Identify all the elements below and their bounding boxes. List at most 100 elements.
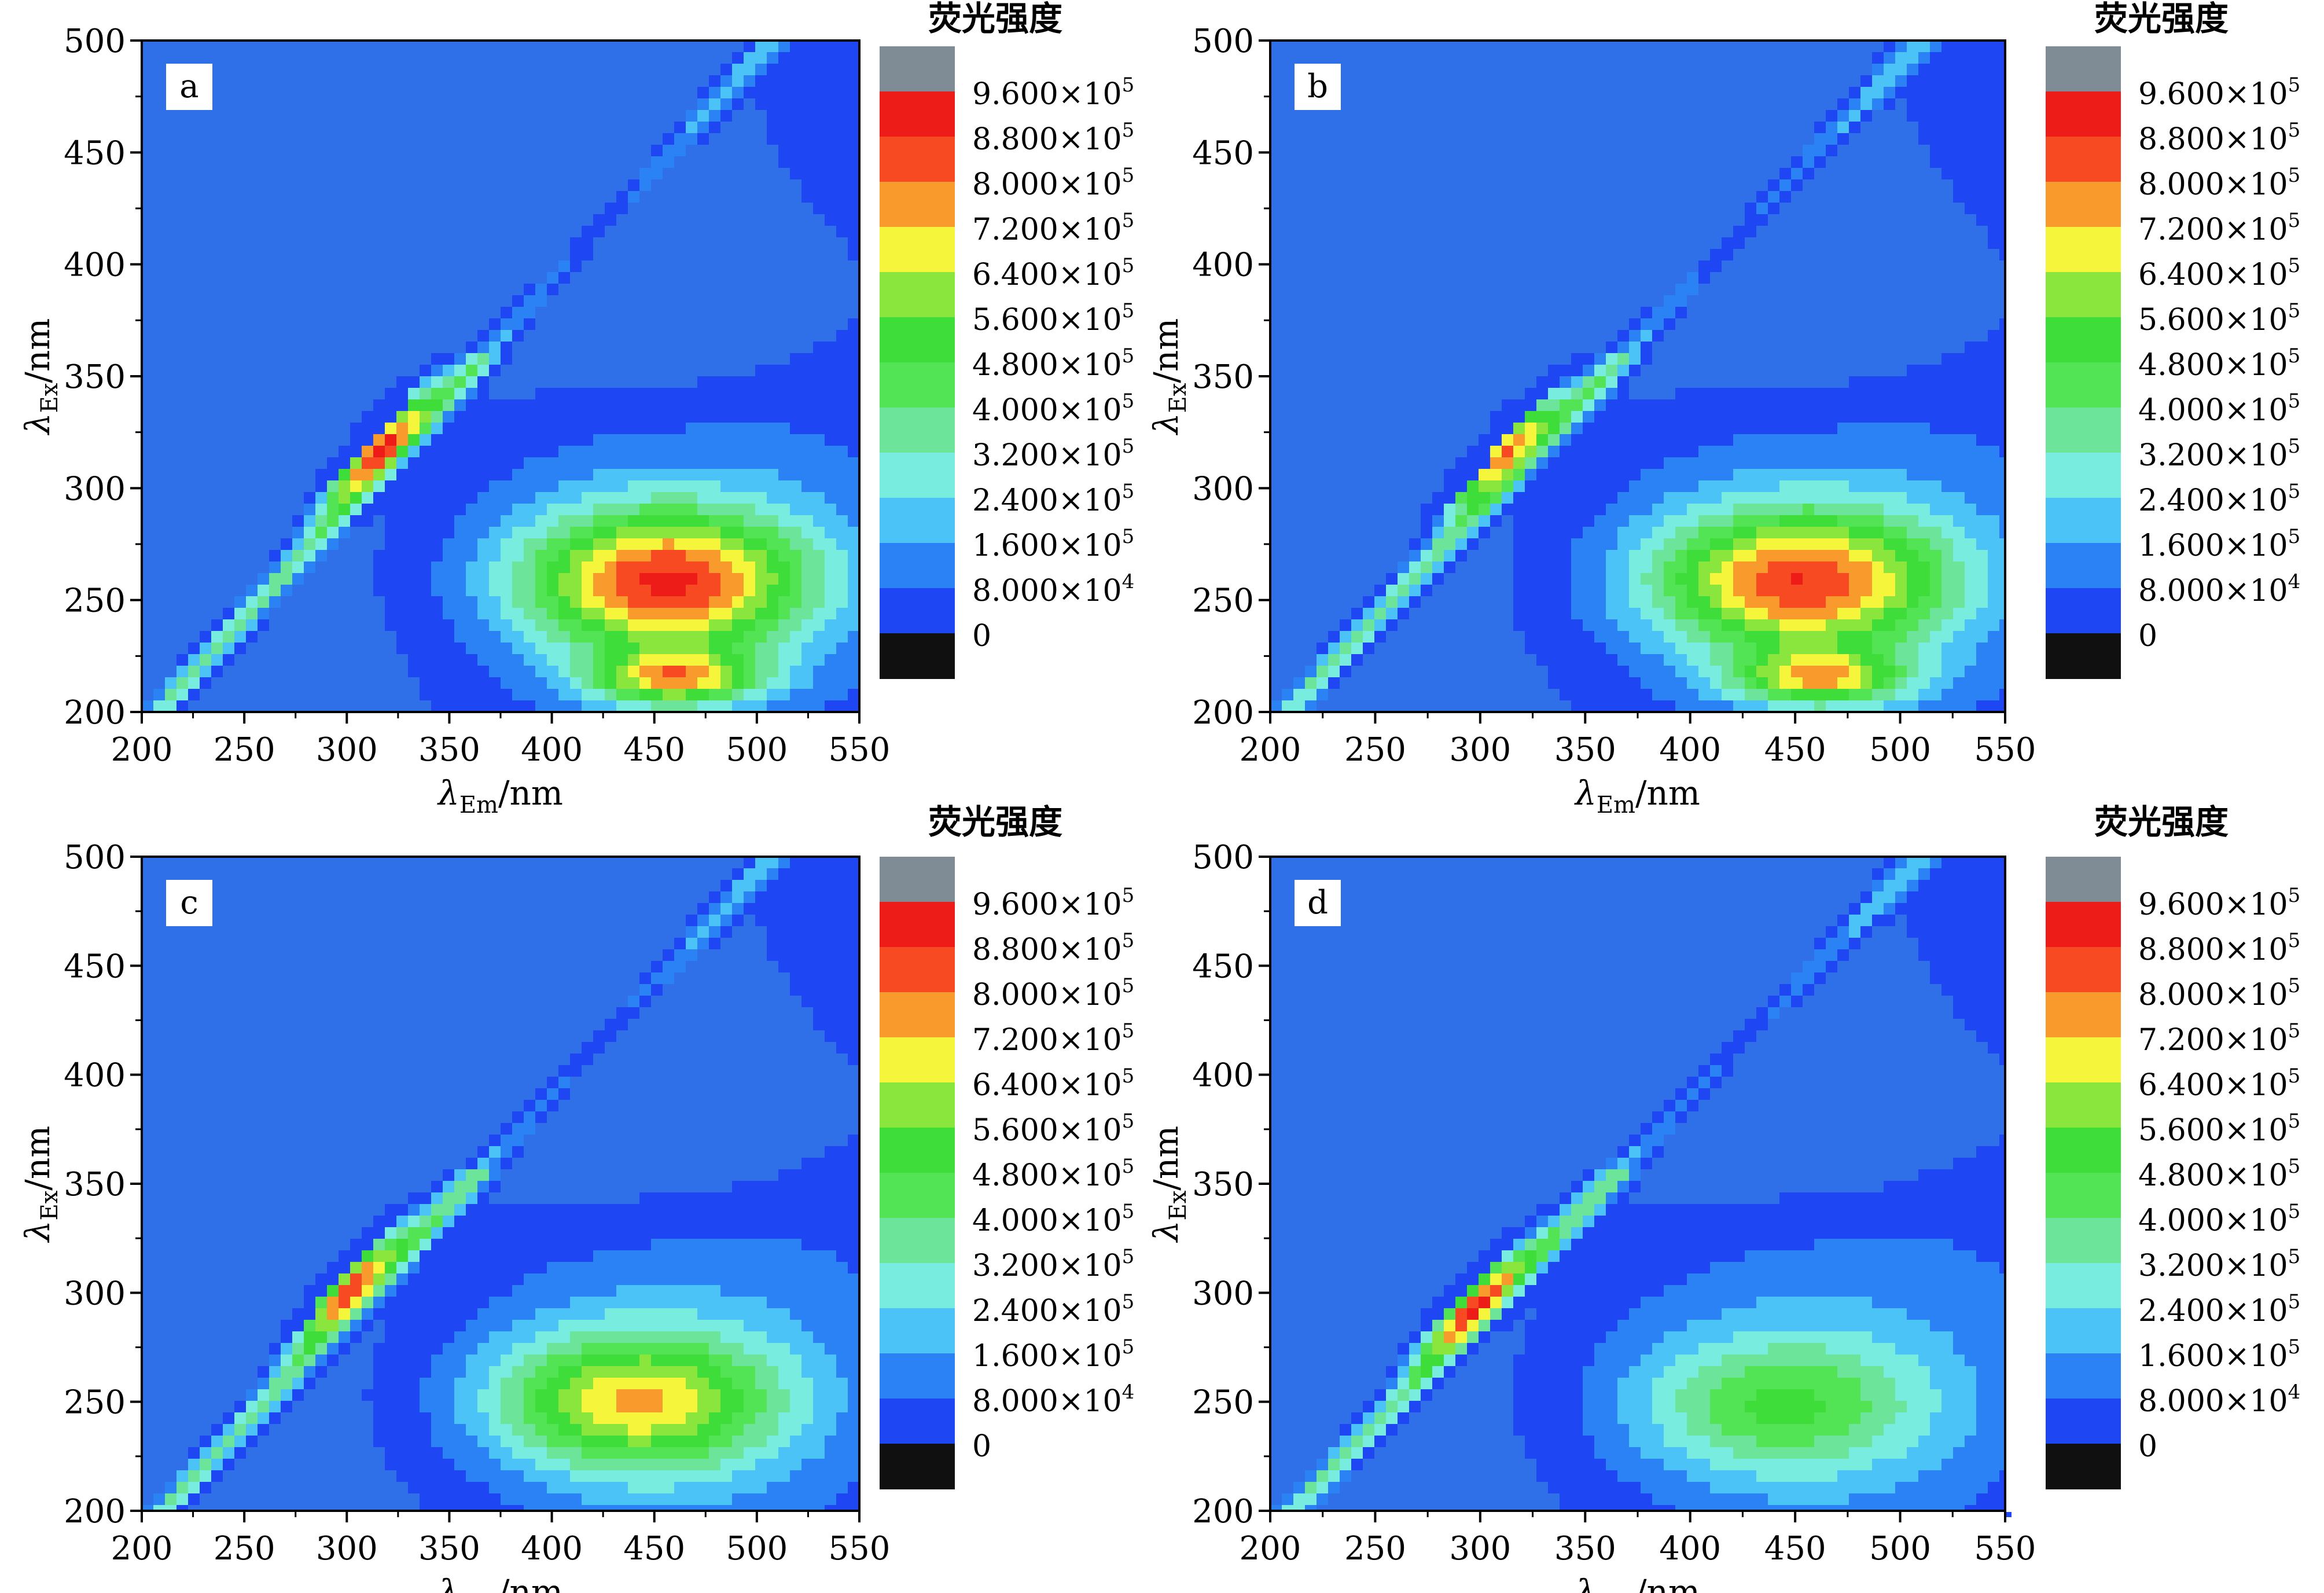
x-axis-label: λEm/nm [437,1572,563,1593]
panel-label: d [1295,880,1341,926]
colorbar-label: 4.800×105 [2138,344,2300,383]
colorbar-segment [880,137,955,182]
colorbar-segment [880,947,955,993]
colorbar-segment [2046,1308,2121,1354]
colorbar-label: 4.000×105 [2138,1200,2300,1238]
colorbar-segment [2046,1082,2121,1128]
colorbar-label: 0 [2138,619,2157,654]
colorbar-label: 8.800×105 [2138,119,2300,157]
x-tick-label: 200 [111,731,173,769]
x-tick-label: 450 [1764,1530,1826,1568]
colorbar-label: 3.200×105 [2138,435,2300,473]
colorbar-segment [2046,137,2121,182]
x-tick-label: 300 [316,731,378,769]
y-tick-label: 200 [64,1493,126,1530]
x-axis-label: λEm/nm [1574,1572,1700,1593]
x-tick-label: 200 [111,1530,173,1568]
colorbar-label: 2.400×105 [972,480,1134,518]
colorbar-title: 荧光强度 [2094,802,2229,842]
y-tick-label: 300 [64,1275,126,1312]
x-tick-label: 200 [1240,731,1301,769]
colorbar-segment [880,91,955,137]
colorbar-label: 8.000×104 [2138,570,2300,608]
colorbar-segment [880,1037,955,1083]
colorbar-label: 9.600×105 [972,884,1134,922]
colorbar-segment [880,992,955,1038]
colorbar-segment [880,272,955,318]
x-tick-label: 250 [1344,731,1406,769]
colorbar-label: 8.000×104 [972,1381,1134,1419]
colorbar-segment [2046,362,2121,408]
colorbar: 荧光强度 9.600×105 8.800×105 8.000×105 7.200×105… [2046,0,2300,679]
colorbar-label: 2.400×105 [972,1290,1134,1328]
y-tick-label: 200 [64,694,126,732]
colorbar-label: 7.200×105 [2138,209,2300,247]
colorbar-segment [880,1308,955,1354]
y-tick-label: 400 [64,247,126,284]
colorbar-label: 4.800×105 [972,1155,1134,1193]
colorbar-label: 4.800×105 [2138,1155,2300,1193]
colorbar-label: 8.000×105 [2138,974,2300,1012]
colorbar-label: 6.400×105 [2138,254,2300,292]
colorbar-segment [2046,182,2121,227]
x-tick-label: 500 [726,1530,788,1568]
x-tick-label: 250 [1344,1530,1406,1568]
colorbar-segment-top [2046,46,2121,91]
colorbar-label: 4.800×105 [972,344,1134,383]
panel-d: d 200 250 300 350 400 450 500 550 200 250 300 350 400… [1146,802,2300,1593]
colorbar-segment [880,1353,955,1399]
x-tick-label: 500 [1869,1530,1931,1568]
colorbar-segment [880,182,955,227]
x-tick-label: 350 [1554,1530,1616,1568]
colorbar-segment [880,408,955,453]
colorbar-label: 1.600×105 [2138,525,2300,563]
colorbar-label: 4.000×105 [972,1200,1134,1238]
y-tick-label: 500 [64,839,126,876]
y-axis-label: λEx/nm [1146,1126,1192,1243]
colorbar-label: 4.000×105 [2138,390,2300,428]
x-tick-label: 200 [1240,1530,1301,1568]
y-tick-label: 250 [64,1384,126,1422]
colorbar-label: 8.000×105 [972,974,1134,1012]
y-axis-label: λEx/nm [18,1126,63,1243]
colorbar-segment [880,633,955,679]
colorbar-label: 1.600×105 [972,525,1134,563]
y-tick-label: 450 [1192,948,1254,985]
panel-label: c [166,880,212,926]
colorbar-label: 8.000×105 [2138,164,2300,202]
y-tick-label: 450 [64,134,126,172]
panel-label: b [1295,64,1341,110]
x-tick-label: 300 [316,1530,378,1568]
colorbar-label: 1.600×105 [972,1335,1134,1374]
colorbar-segment [2046,1353,2121,1399]
panel-c: c 200 250 300 350 400 450 500 550 200 250 300 350 400… [18,802,1134,1593]
y-tick-label: 200 [1192,694,1254,732]
x-tick-label: 450 [623,1530,685,1568]
colorbar-segment [2046,902,2121,948]
y-tick-label: 250 [1192,1384,1254,1422]
colorbar-label: 8.000×105 [972,164,1134,202]
x-tick-label: 350 [1554,731,1616,769]
panel-label: a [166,64,212,110]
colorbar-segment-top [880,857,955,902]
x-tick-label: 400 [521,731,583,769]
x-tick-label: 550 [1974,731,2036,769]
colorbar-segment [2046,1218,2121,1264]
colorbar-segment [2046,1037,2121,1083]
colorbar-segment [2046,543,2121,589]
colorbar-segment [880,317,955,363]
colorbar-label: 3.200×105 [972,1245,1134,1283]
colorbar-label: 7.200×105 [972,1019,1134,1058]
colorbar: 荧光强度 9.600×105 8.800×105 8.000×105 7.200×105… [2046,802,2300,1489]
colorbar-label: 0 [972,619,991,654]
colorbar-label: 5.600×105 [2138,299,2300,337]
colorbar-segment [2046,408,2121,453]
y-tick-label: 350 [64,358,126,396]
colorbar-segment [880,453,955,498]
y-tick-label: 400 [1192,1057,1254,1095]
panel-label-text: c [180,884,198,922]
colorbar-label: 1.600×105 [2138,1335,2300,1374]
y-tick-label: 200 [1192,1493,1254,1530]
colorbar-label: 9.600×105 [2138,74,2300,112]
x-tick-label: 550 [829,731,891,769]
